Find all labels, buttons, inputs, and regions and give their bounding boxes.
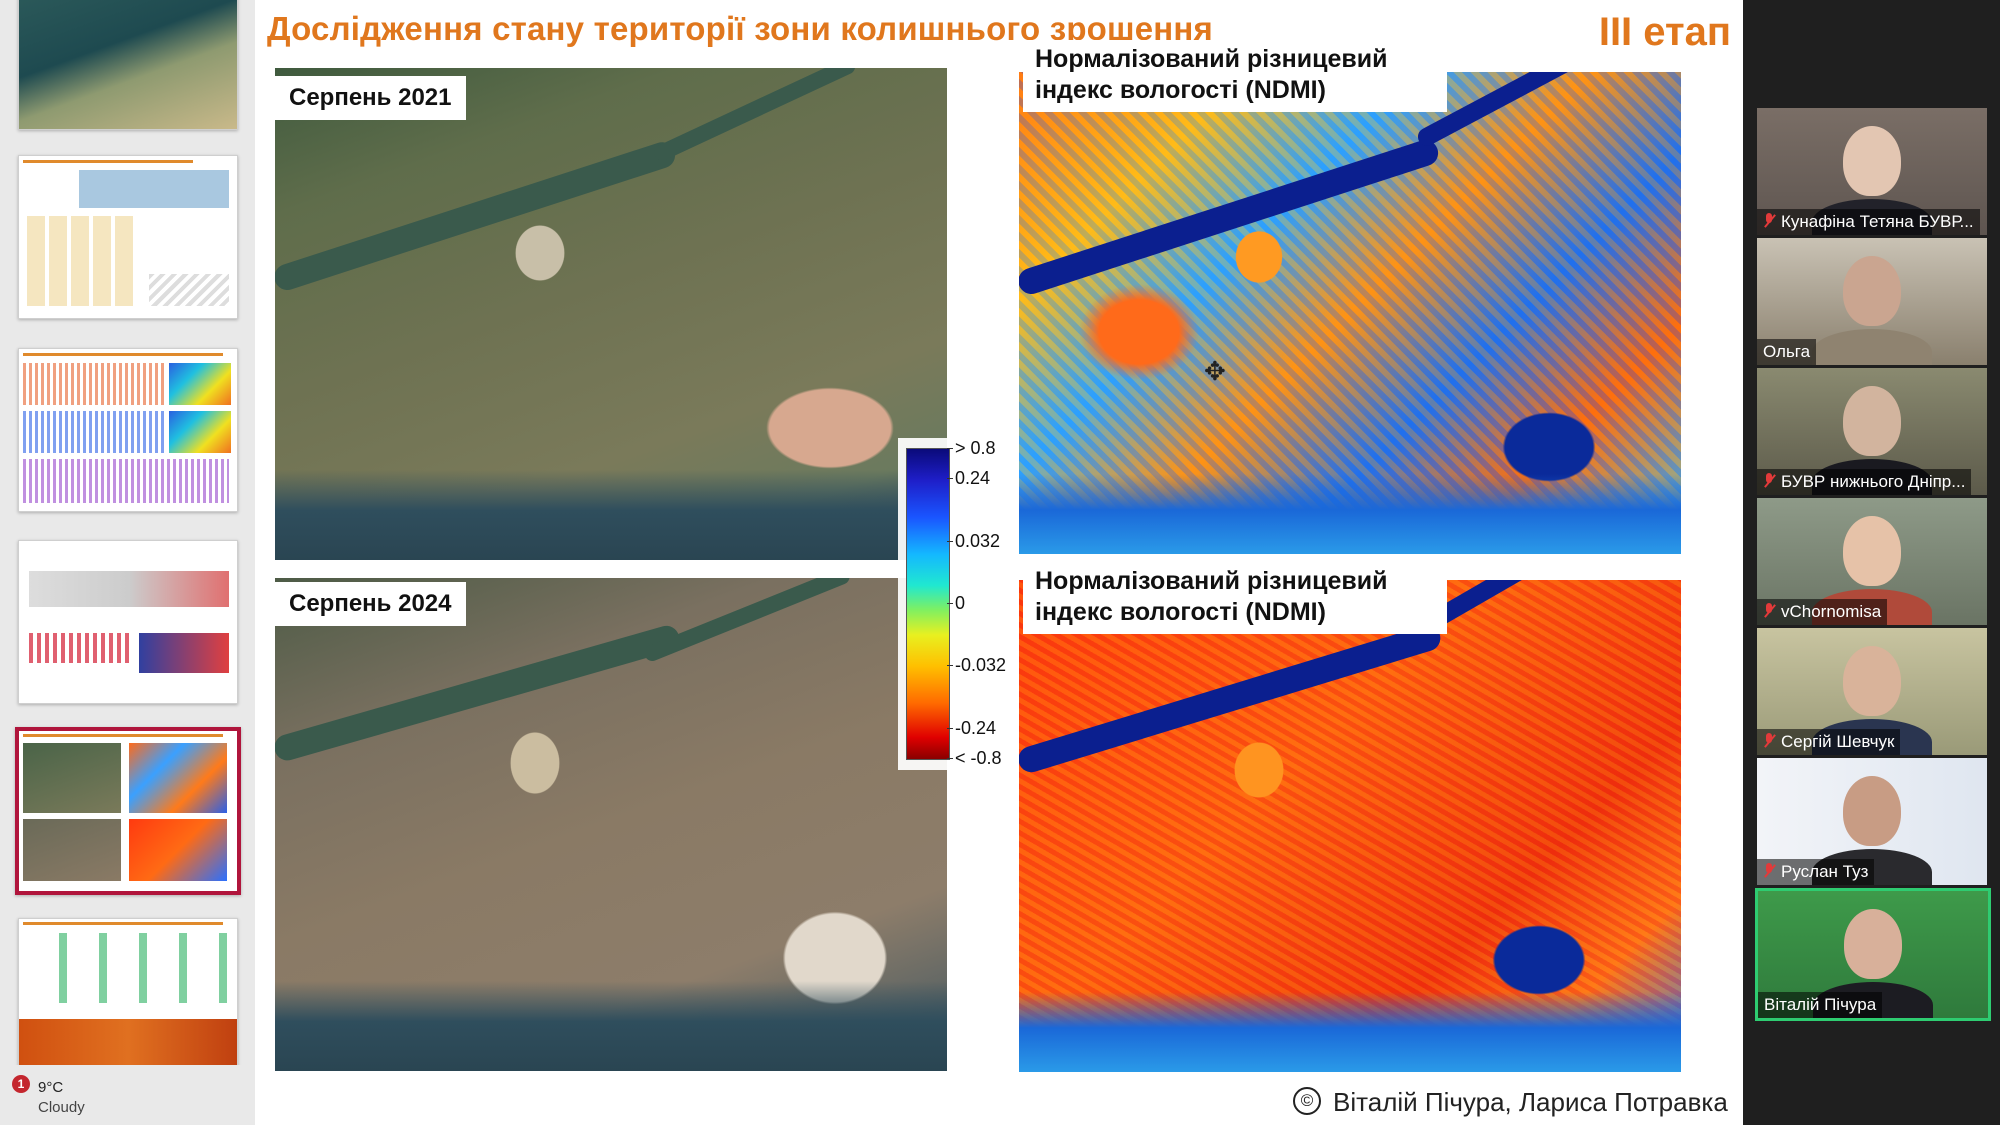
participant-name: vChornomisa [1781, 602, 1882, 621]
weather-condition: Cloudy [38, 1099, 85, 1116]
ndmi-map-2021 [1019, 72, 1681, 554]
participant-tile[interactable]: Сергій Шевчук [1757, 628, 1987, 755]
participant-tile-active-speaker[interactable]: Віталій Пічура [1755, 888, 1991, 1021]
colorbar-tick: -0.032 [946, 655, 1007, 675]
participant-tile[interactable]: vChornomisa [1757, 498, 1987, 625]
label-ndmi-top: Нормалізований різницевий індекс вологос… [1023, 40, 1447, 112]
colorbar-tick: 0 [946, 593, 966, 613]
slide-thumbnail-3[interactable] [18, 348, 238, 512]
participant-name: Ольга [1763, 342, 1811, 361]
colorbar-tick: 0.032 [946, 531, 1001, 551]
colorbar-tick: < -0.8 [947, 748, 1002, 768]
label-ndmi-bottom: Нормалізований різницевий індекс вологос… [1023, 562, 1447, 634]
slide-thumbnail-6[interactable] [18, 918, 238, 1070]
participant-name: Руслан Туз [1781, 862, 1869, 881]
slide-thumbnail-1[interactable] [18, 0, 238, 130]
muted-mic-icon [1763, 212, 1775, 229]
ndmi-colorbar-legend: > 0.8 0.24 0.032 0 -0.032 -0.24 < -0.8 [898, 438, 1006, 770]
label-august-2021: Серпень 2021 [275, 76, 466, 120]
participant-name: БУВР нижнього Дніпр... [1781, 472, 1966, 491]
muted-mic-icon [1763, 862, 1775, 879]
copyright-icon: © [1293, 1087, 1321, 1116]
muted-mic-icon [1763, 732, 1775, 749]
participant-name: Віталій Пічура [1764, 995, 1877, 1014]
colorbar-tick: -0.24 [946, 718, 997, 738]
participant-tile[interactable]: Ольга [1757, 238, 1987, 365]
slide-thumbnail-4[interactable] [18, 540, 238, 704]
colorbar-gradient [906, 448, 950, 760]
participant-tile[interactable]: БУВР нижнього Дніпр... [1757, 368, 1987, 495]
colorbar-tick: 0.24 [946, 468, 991, 488]
participant-name: Кунафіна Тетяна БУВР... [1781, 212, 1974, 231]
weather-temperature: 9°C [38, 1079, 64, 1096]
participant-name: Сергій Шевчук [1781, 732, 1895, 751]
move-cursor-icon: ✥ [1204, 356, 1226, 386]
credit-authors: Віталій Пічура, Лариса Потравка [1333, 1087, 1728, 1117]
slide-thumbnail-5-current[interactable] [15, 727, 241, 895]
muted-mic-icon [1763, 602, 1775, 619]
presentation-slide: Дослідження стану території зони колишнь… [255, 0, 1743, 1125]
weather-widget[interactable]: 1 9°C Cloudy [0, 1065, 255, 1125]
ndmi-map-2024 [1019, 580, 1681, 1072]
notification-badge: 1 [12, 1075, 30, 1093]
participant-tile[interactable]: Руслан Туз [1757, 758, 1987, 885]
slide-thumbnail-2[interactable] [18, 155, 238, 319]
muted-mic-icon [1763, 472, 1775, 489]
colorbar-tick: > 0.8 [947, 438, 996, 458]
label-august-2024: Серпень 2024 [275, 582, 466, 626]
participant-tile[interactable]: Кунафіна Тетяна БУВР... [1757, 108, 1987, 235]
slide-credit: © Віталій Пічура, Лариса Потравка [1293, 1087, 1728, 1118]
satellite-image-2024 [275, 578, 947, 1071]
participants-panel: Кунафіна Тетяна БУВР... Ольга БУВР нижнь… [1743, 0, 2000, 1125]
slide-thumbnail-panel [0, 0, 255, 1125]
satellite-image-2021 [275, 68, 947, 560]
slide-stage-label: ІІІ етап [1598, 10, 1731, 54]
